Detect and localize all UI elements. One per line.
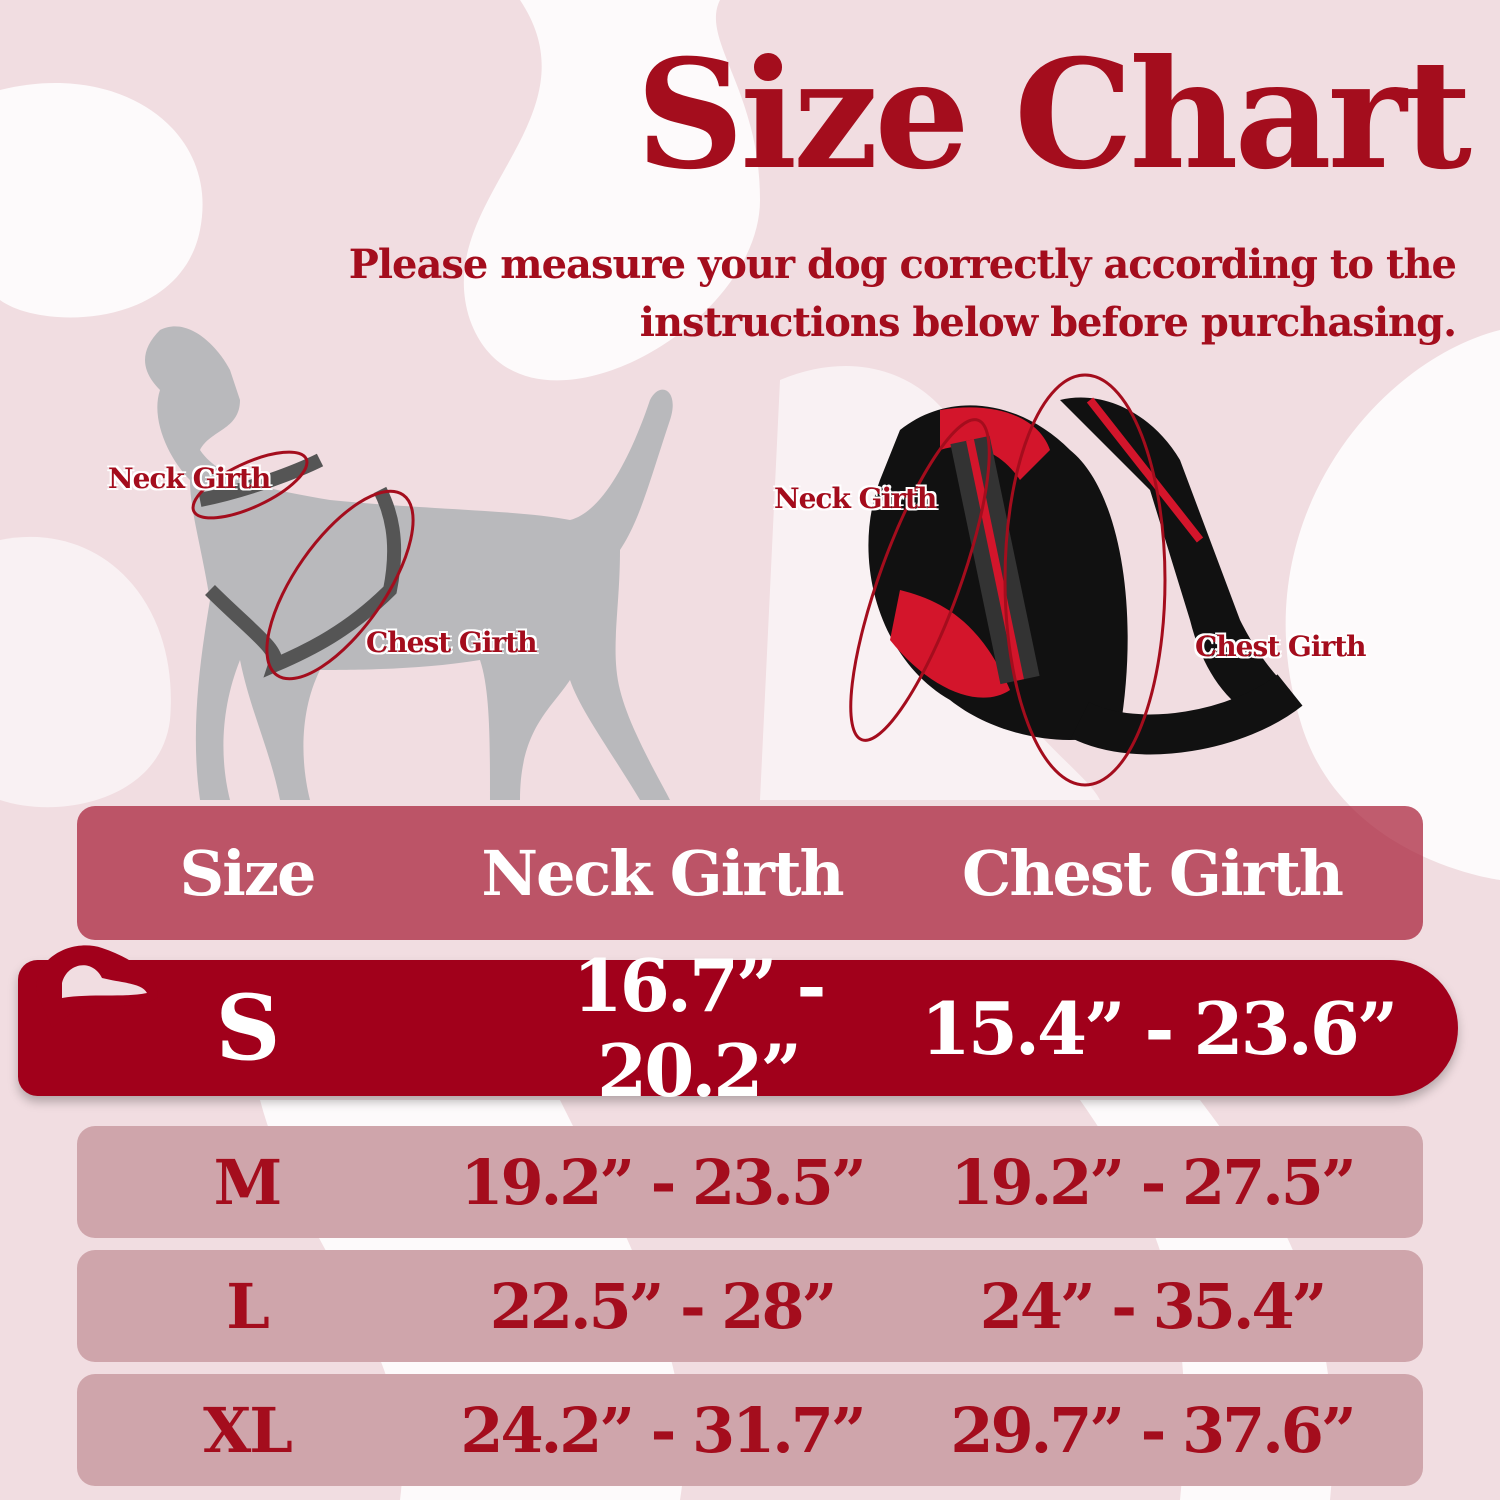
harness-neck-girth-label: Neck Girth <box>774 482 937 515</box>
table-row: L 22.5” - 28” 24” - 35.4” <box>77 1250 1423 1362</box>
size-cell: L <box>226 1269 270 1343</box>
chest-girth-cell: 15.4” - 23.6” <box>920 985 1399 1071</box>
harness-product-image <box>849 373 1303 787</box>
size-cell: XL <box>203 1393 293 1467</box>
header-chest-girth: Chest Girth <box>962 836 1344 910</box>
chest-girth-cell: 19.2” - 27.5” <box>950 1145 1356 1219</box>
harness-chest-girth-label: Chest Girth <box>1195 630 1366 663</box>
size-cell: S <box>215 975 281 1081</box>
table-row: M 19.2” - 23.5” 19.2” - 27.5” <box>77 1126 1423 1238</box>
table-row-s-highlighted: S 16.7” - 20.2” 15.4” - 23.6” <box>18 943 1458 1113</box>
header-neck-girth: Neck Girth <box>481 836 844 910</box>
chest-girth-cell: 29.7” - 37.6” <box>950 1393 1356 1467</box>
table-header-row: Size Neck Girth Chest Girth <box>77 806 1423 940</box>
neck-girth-cell: 16.7” - 20.2” <box>572 943 827 1113</box>
neck-girth-cell: 19.2” - 23.5” <box>460 1145 866 1219</box>
subtitle: Please measure your dog correctly accord… <box>348 241 1457 346</box>
neck-girth-cell: 24.2” - 31.7” <box>460 1393 866 1467</box>
dog-neck-girth-label: Neck Girth <box>108 462 271 495</box>
header-size: Size <box>179 836 317 910</box>
page-title: Size Chart <box>635 27 1472 203</box>
dog-chest-girth-label: Chest Girth <box>366 626 537 659</box>
chest-girth-cell: 24” - 35.4” <box>979 1269 1328 1343</box>
dog-head-icon <box>36 945 158 1028</box>
dog-silhouette-illustration <box>145 326 673 800</box>
table-row: XL 24.2” - 31.7” 29.7” - 37.6” <box>77 1374 1423 1486</box>
size-cell: M <box>213 1145 283 1219</box>
neck-girth-cell: 22.5” - 28” <box>489 1269 838 1343</box>
